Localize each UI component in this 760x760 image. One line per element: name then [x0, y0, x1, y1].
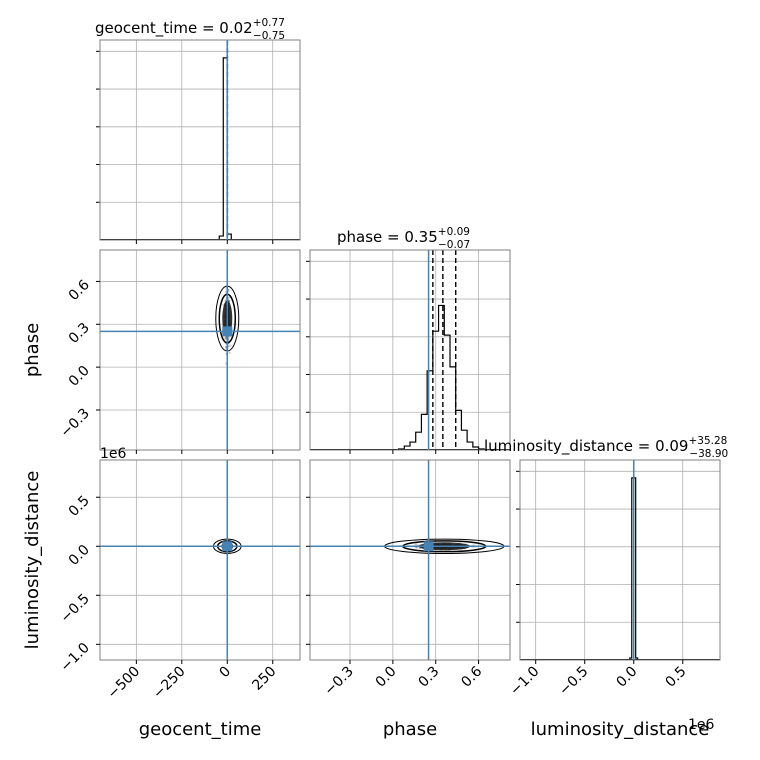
title-phase: phase = 0.35+0.09 −0.07: [337, 226, 470, 251]
x-tick-label-phase: 0.6: [458, 663, 485, 690]
x-tick-label-luminosity-distance: −0.5: [556, 664, 591, 699]
scatter-point: [228, 296, 231, 299]
panel-luminosity-distance-vs-phase: −0.3 0.0 0.3 0.6: [306, 459, 511, 699]
x-tick-label-luminosity-distance: 0.0: [613, 664, 640, 691]
title-luminosity-distance-plus: +35.28: [688, 435, 727, 447]
scatter-point: [224, 336, 227, 340]
title-luminosity-distance-minus: −38.90: [689, 448, 728, 460]
y-tick-label-luminosity-distance: 0.0: [66, 542, 93, 569]
x-tick-label-luminosity-distance: −1.0: [507, 664, 542, 699]
y-tick-label-phase: −0.3: [57, 406, 92, 441]
panel-content: [520, 460, 720, 660]
truth-marker: [222, 326, 233, 337]
panel-frame: [99, 459, 301, 661]
scatter-point: [228, 351, 231, 355]
panel-content: [310, 250, 510, 450]
panel-content: [100, 460, 300, 660]
panel-content: [100, 40, 300, 240]
y-axis-label-phase: phase: [22, 323, 43, 377]
y-offset-label: 1e6: [100, 446, 127, 462]
title-phase-minus: −0.07: [438, 239, 470, 251]
title-luminosity-distance-name: luminosity_distance: [484, 437, 633, 456]
title-phase-name: phase: [337, 228, 382, 246]
x-tick-label-luminosity-distance: 0.5: [663, 664, 690, 691]
panel-frame: [309, 459, 511, 661]
title-phase-plus: +0.09: [438, 226, 470, 238]
title-luminosity-distance-median: 0.09: [655, 437, 688, 455]
x-tick-label-geocent-time: 0: [216, 664, 234, 682]
histogram-phase: [387, 304, 490, 450]
panel-frame: [519, 459, 721, 661]
x-tick-label-geocent-time: 250: [249, 664, 279, 694]
histogram-geocent-time: [211, 57, 240, 240]
y-tick-label-phase: 0.6: [66, 277, 93, 304]
panel-phase-vs-geocent-time: −0.3 0.0 0.3 0.6: [57, 249, 301, 454]
title-luminosity-distance: luminosity_distance = 0.09+35.28 −38.90: [484, 435, 728, 460]
title-geocent-time-minus: −0.75: [253, 30, 285, 42]
y-tick-label-luminosity-distance: −0.5: [57, 591, 92, 626]
x-offset-label: 1e6: [688, 717, 715, 733]
panel-geocent-time-vs-geocent-time: [96, 39, 301, 244]
title-geocent-time-plus: +0.77: [253, 17, 285, 29]
panel-frame: [99, 249, 301, 451]
scatter-point: [229, 344, 232, 347]
x-axis-label-phase: phase: [383, 719, 437, 740]
panels-layer: −0.30.00.30.6−500 −250 0 250−1.0−0.50.00.5−…: [57, 39, 721, 703]
y-tick-label-luminosity-distance: −1.0: [57, 640, 92, 675]
title-phase-median: 0.35: [404, 228, 437, 246]
title-geocent-time-name: geocent_time: [95, 19, 197, 38]
x-tick-label-geocent-time: −250: [150, 664, 189, 703]
scatter-point: [415, 542, 418, 546]
title-geocent-time: geocent_time = 0.02+0.77 −0.75: [95, 17, 285, 42]
x-axis-label-luminosity-distance: luminosity_distance: [531, 719, 710, 740]
y-tick-label-phase: 0.0: [66, 363, 93, 390]
x-tick-label-phase: 0.0: [373, 664, 400, 691]
y-axis-label-luminosity-distance: luminosity_distance: [22, 471, 43, 650]
y-tick-label-phase: 0.3: [66, 320, 93, 347]
panel-content: [100, 250, 300, 450]
y-tick-label-luminosity-distance: 0.5: [66, 493, 93, 520]
panel-phase-vs-phase: [306, 249, 511, 454]
panel-frame: [309, 249, 511, 451]
truth-marker: [222, 541, 233, 552]
x-tick-label-phase: −0.3: [321, 664, 356, 699]
panel-luminosity-distance-vs-luminosity-distance: −1.0 −0.5 0.0 0.5: [507, 459, 721, 699]
truth-marker: [423, 541, 434, 552]
x-tick-label-geocent-time: −500: [105, 664, 144, 703]
panel-content: [310, 460, 510, 660]
title-geocent-time-median: 0.02: [219, 19, 252, 37]
x-tick-label-phase: 0.3: [415, 664, 442, 691]
scatter-point: [223, 338, 227, 341]
panel-luminosity-distance-vs-geocent-time: −500 −250 0 250 −1.0 −0.5 0.0 0.5: [57, 459, 301, 703]
x-axis-label-geocent-time: geocent_time: [139, 719, 262, 740]
panel-frame: [99, 39, 301, 241]
